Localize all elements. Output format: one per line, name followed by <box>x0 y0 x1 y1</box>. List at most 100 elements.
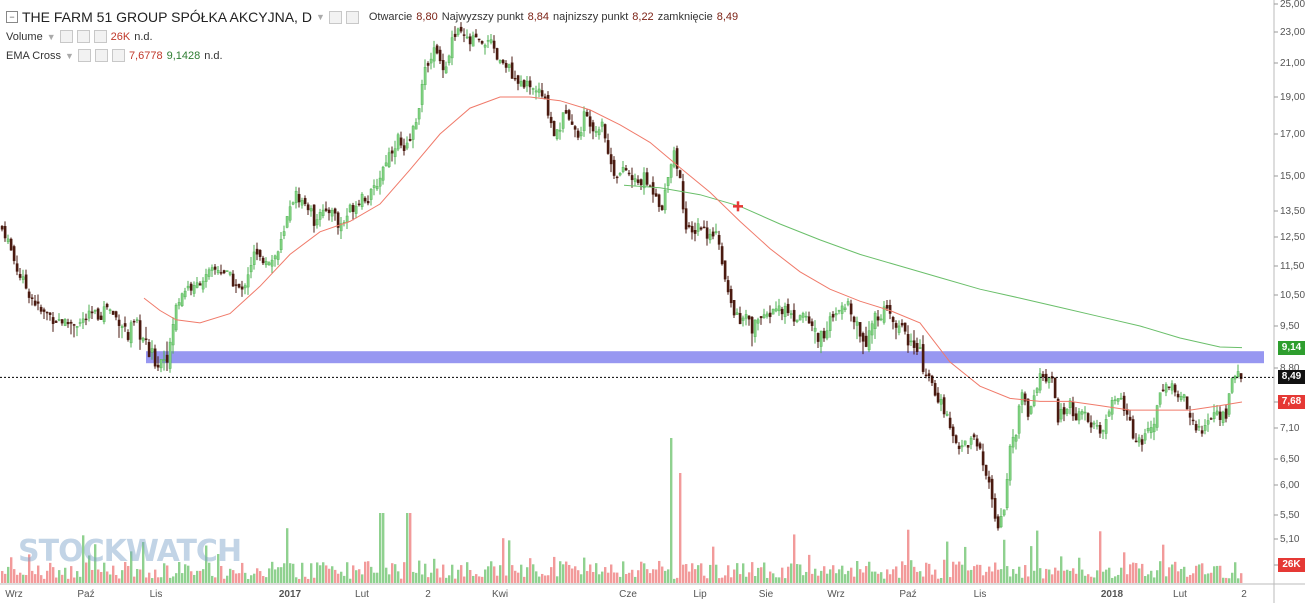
volume-bar <box>475 574 478 583</box>
candle-body <box>918 347 922 349</box>
volume-bar <box>670 438 673 583</box>
candle-body <box>1158 392 1162 405</box>
candle-body <box>1152 423 1156 433</box>
price-tick-label: 11,50 <box>1280 261 1305 272</box>
volume-bar <box>733 569 736 583</box>
candle-body <box>333 208 337 214</box>
candle-body <box>927 373 931 377</box>
close-icon[interactable] <box>93 30 107 43</box>
candle-body <box>102 306 106 323</box>
volume-bar <box>679 473 682 583</box>
candle-body <box>1026 398 1030 417</box>
candle-body <box>975 438 979 447</box>
volume-bar <box>130 551 133 583</box>
volume-bar <box>847 570 850 583</box>
candle-body <box>693 230 697 234</box>
volume-bar <box>352 565 355 583</box>
candle-body <box>1230 378 1234 393</box>
candle-body <box>408 139 412 141</box>
volume-bar <box>1042 578 1045 583</box>
volume-bar <box>1174 561 1177 583</box>
volume-bar <box>520 564 523 583</box>
eye-icon[interactable] <box>77 49 91 62</box>
volume-bar <box>31 570 34 583</box>
candle-body <box>1020 392 1024 405</box>
candle-body <box>540 90 544 97</box>
ema-fast-value: 7,6778 <box>128 49 163 62</box>
candle-body <box>969 437 973 445</box>
volume-bar <box>409 513 412 583</box>
settings-icon[interactable] <box>94 49 108 62</box>
volume-bar <box>238 573 241 583</box>
ema-crossover-marker <box>733 201 743 212</box>
volume-bar <box>145 577 148 583</box>
candle-body <box>636 179 640 183</box>
candle-body <box>60 319 64 324</box>
candle-body <box>384 162 388 167</box>
volume-bar <box>1000 569 1003 583</box>
volume-bar <box>1234 562 1237 583</box>
candle-body <box>111 310 115 315</box>
volume-bar <box>1072 568 1075 583</box>
volume-bar <box>337 573 340 583</box>
chevron-down-icon[interactable]: ▼ <box>315 12 325 22</box>
volume-bar <box>664 570 667 583</box>
volume-bar <box>400 578 403 583</box>
close-label: zamknięcie <box>657 11 713 23</box>
volume-bar <box>172 576 175 583</box>
volume-bar <box>961 564 964 583</box>
volume-bar <box>655 569 658 583</box>
candle-body <box>135 319 139 321</box>
format-icon[interactable] <box>345 10 359 24</box>
candle-body <box>714 231 718 233</box>
candle-body <box>1083 411 1087 414</box>
candle-body <box>732 300 736 316</box>
candle-body <box>462 34 466 36</box>
candle-body <box>237 283 241 288</box>
settings-icon[interactable] <box>76 30 90 43</box>
volume-bar <box>1168 567 1171 583</box>
candle-body <box>339 223 343 232</box>
candle-body <box>939 399 943 405</box>
chevron-down-icon[interactable]: ▼ <box>46 31 56 42</box>
collapse-icon[interactable]: − <box>6 11 18 23</box>
candle-body <box>885 305 889 309</box>
volume-bar <box>283 563 286 583</box>
volume-bar <box>1159 561 1162 583</box>
candle-body <box>1173 384 1177 393</box>
volume-bar <box>142 542 145 583</box>
candle-body <box>561 112 565 129</box>
candle-body <box>279 238 283 251</box>
candle-body <box>324 208 328 211</box>
candle-body <box>90 311 94 314</box>
candle-body <box>444 66 448 74</box>
volume-bar <box>298 578 301 583</box>
candle-body <box>924 374 928 377</box>
eye-icon[interactable] <box>59 30 73 43</box>
candle-body <box>831 313 835 318</box>
ema-slow-price-tag: 9,14 <box>1278 340 1305 355</box>
candle-body <box>228 271 232 275</box>
volume-bar <box>982 575 985 583</box>
candle-body <box>336 212 340 228</box>
candle-body <box>477 38 481 41</box>
volume-bar <box>1183 566 1186 583</box>
volume-bar <box>439 577 442 583</box>
volume-bar <box>1087 574 1090 583</box>
volume-bar <box>346 562 349 583</box>
candle-body <box>696 223 700 232</box>
volume-bar <box>637 570 640 583</box>
volume-bar <box>16 574 19 583</box>
chevron-down-icon[interactable]: ▼ <box>65 50 74 61</box>
settings-icon[interactable] <box>328 10 342 24</box>
volume-bar <box>592 571 595 583</box>
candle-body <box>822 330 826 339</box>
candle-body <box>1164 384 1168 393</box>
close-value: 8,49 <box>716 11 739 23</box>
candle-body <box>675 148 679 169</box>
volume-bar <box>40 575 43 583</box>
close-icon[interactable] <box>111 49 125 62</box>
candle-body <box>771 308 775 315</box>
volume-bar <box>136 568 139 583</box>
